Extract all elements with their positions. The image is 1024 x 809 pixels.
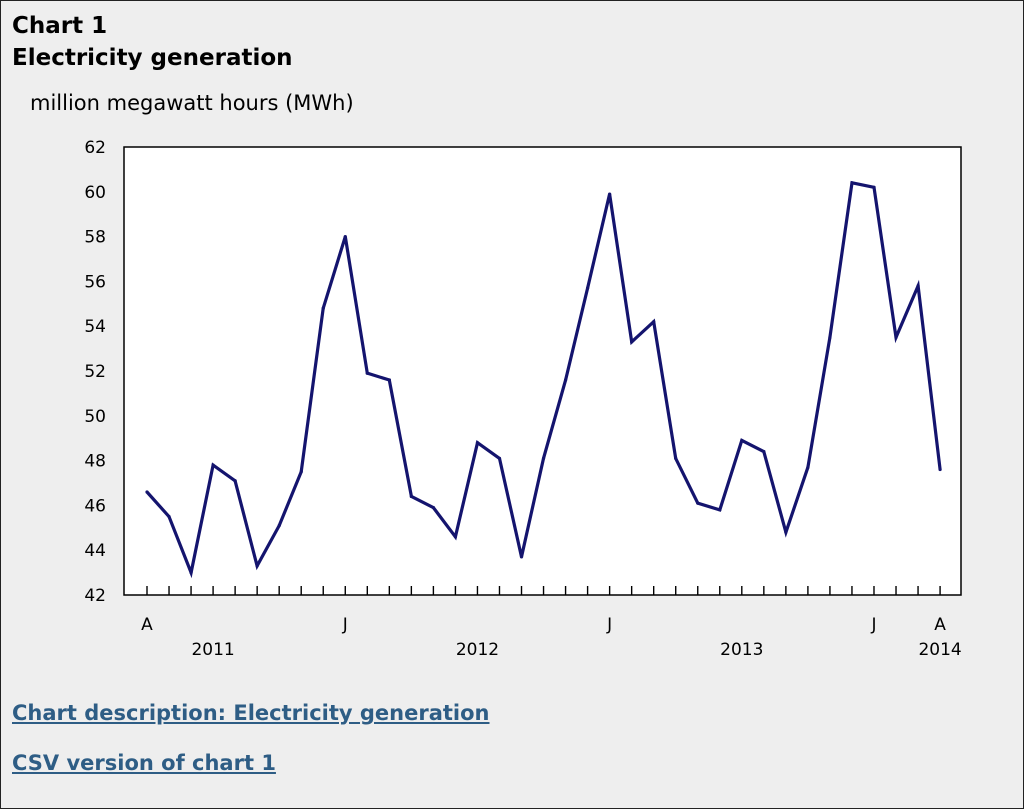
data-point	[189, 571, 193, 575]
y-tick-label: 54	[84, 317, 106, 337]
y-tick-label: 50	[84, 407, 106, 427]
y-tick-label: 56	[84, 272, 106, 292]
data-point	[674, 456, 678, 460]
x-tick-label: J	[606, 615, 612, 635]
y-axis-unit-label: million megawatt hours (MWh)	[30, 91, 354, 115]
series-group	[145, 180, 942, 579]
year-label: 2013	[720, 640, 763, 660]
data-point	[938, 467, 942, 472]
chart-description-link[interactable]: Chart description: Electricity generatio…	[12, 701, 490, 725]
data-point	[828, 335, 832, 339]
y-axis: 42 44 46 48 50 52 54 56 58 60 62	[84, 138, 106, 606]
data-point	[255, 564, 259, 568]
data-point	[233, 479, 237, 483]
data-point	[167, 515, 171, 519]
data-point	[762, 450, 766, 454]
chart-title: Electricity generation	[12, 45, 293, 71]
data-point	[475, 441, 480, 445]
chart-number: Chart 1	[12, 13, 108, 39]
data-point	[806, 465, 810, 469]
data-point	[299, 470, 303, 474]
year-label: 2014	[918, 640, 961, 660]
data-point	[365, 371, 369, 375]
data-point	[586, 286, 590, 290]
y-tick-label: 60	[84, 183, 106, 203]
data-point	[850, 181, 854, 185]
data-point	[211, 463, 215, 467]
data-point	[696, 501, 700, 505]
data-point	[894, 335, 898, 339]
data-point	[916, 284, 920, 288]
y-tick-label: 44	[84, 541, 106, 561]
data-point	[321, 306, 325, 310]
y-tick-label: 58	[84, 228, 106, 248]
y-tick-label: 46	[84, 496, 106, 516]
y-tick-label: 62	[84, 138, 106, 158]
year-label: 2012	[456, 640, 499, 660]
data-point	[343, 235, 347, 239]
data-point	[409, 494, 413, 499]
data-point	[652, 320, 656, 324]
data-point	[630, 340, 634, 344]
y-tick-label: 48	[84, 452, 106, 472]
y-tick-label: 52	[84, 362, 106, 382]
x-axis	[146, 586, 941, 595]
data-point	[541, 456, 546, 460]
data-point	[145, 490, 149, 494]
data-point	[431, 506, 435, 510]
data-point	[497, 456, 502, 460]
data-point	[740, 438, 744, 443]
data-point	[608, 192, 612, 196]
data-point	[387, 378, 391, 382]
data-point	[277, 523, 281, 528]
data-point	[718, 508, 722, 512]
x-tick-label: J	[342, 615, 348, 635]
y-tick-label: 42	[84, 586, 106, 606]
data-point	[784, 530, 788, 534]
plot-area	[123, 146, 962, 596]
csv-version-link[interactable]: CSV version of chart 1	[12, 751, 276, 775]
year-label: 2011	[191, 640, 234, 660]
data-point	[453, 535, 458, 539]
data-point	[872, 185, 876, 189]
year-labels: 2011 2012 2013 2014	[191, 640, 961, 660]
x-tick-label: J	[870, 615, 876, 635]
x-tick-label: A	[934, 615, 946, 635]
x-tick-label: A	[141, 615, 153, 635]
data-point	[563, 378, 568, 382]
data-point	[519, 555, 524, 559]
